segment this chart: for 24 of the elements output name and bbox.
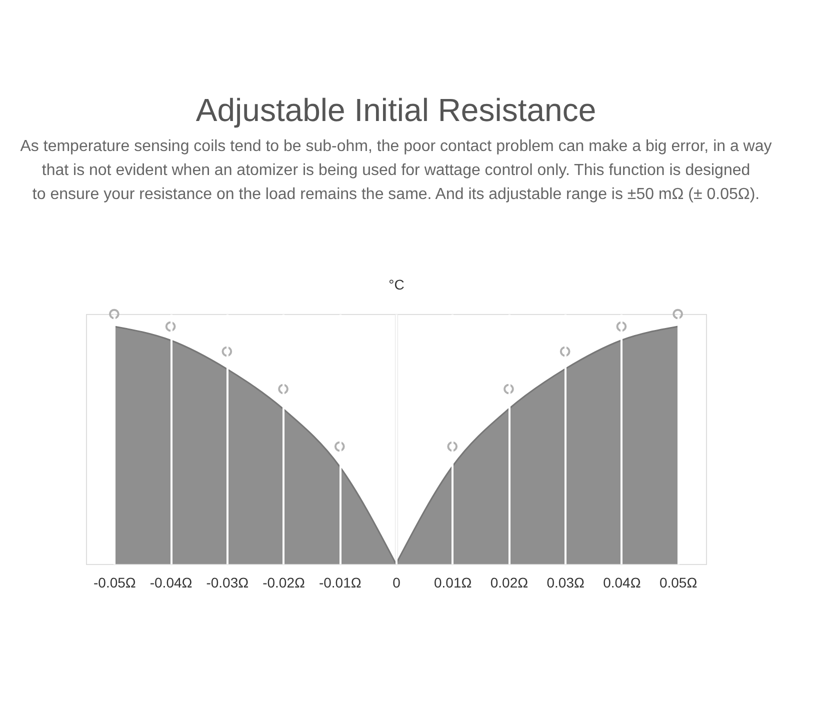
point (222, 346, 232, 357)
x-tick-label: 0.03Ω (546, 574, 584, 590)
point (672, 308, 683, 320)
point (334, 441, 345, 452)
x-tick-label: -0.03Ω (206, 574, 249, 590)
point (560, 346, 570, 357)
y-axis-title: °C (388, 276, 404, 292)
x-tick-label: 0.02Ω (490, 574, 528, 590)
chart-title: Adjustable Initial Resistance (196, 92, 596, 128)
x-tick-label: -0.04Ω (150, 574, 192, 590)
x-tick-label: -0.01Ω (318, 574, 362, 590)
x-tick-label: 0.04Ω (603, 574, 641, 590)
point (278, 384, 288, 394)
point (109, 308, 120, 320)
x-tick-label: 0 (392, 574, 401, 590)
x-tick-label: 0.05Ω (659, 574, 698, 590)
point (165, 321, 176, 332)
chart-subtitle: As temperature sensing coils tend to be sub-ohm, the poor contact problem can make a big error, in a way that is not evident when an atomizer is being used for wattage control only. This function is designed to ensure your resistance on the load remains the same. And its adjustable range is ±50 mΩ (± 0.05Ω). (20, 138, 772, 203)
point (616, 321, 627, 332)
point (504, 384, 514, 394)
x-tick-label: -0.02Ω (262, 574, 305, 590)
point (447, 441, 458, 452)
x-tick-label: -0.05Ω (93, 574, 136, 590)
x-tick-label: 0.01Ω (434, 574, 472, 590)
